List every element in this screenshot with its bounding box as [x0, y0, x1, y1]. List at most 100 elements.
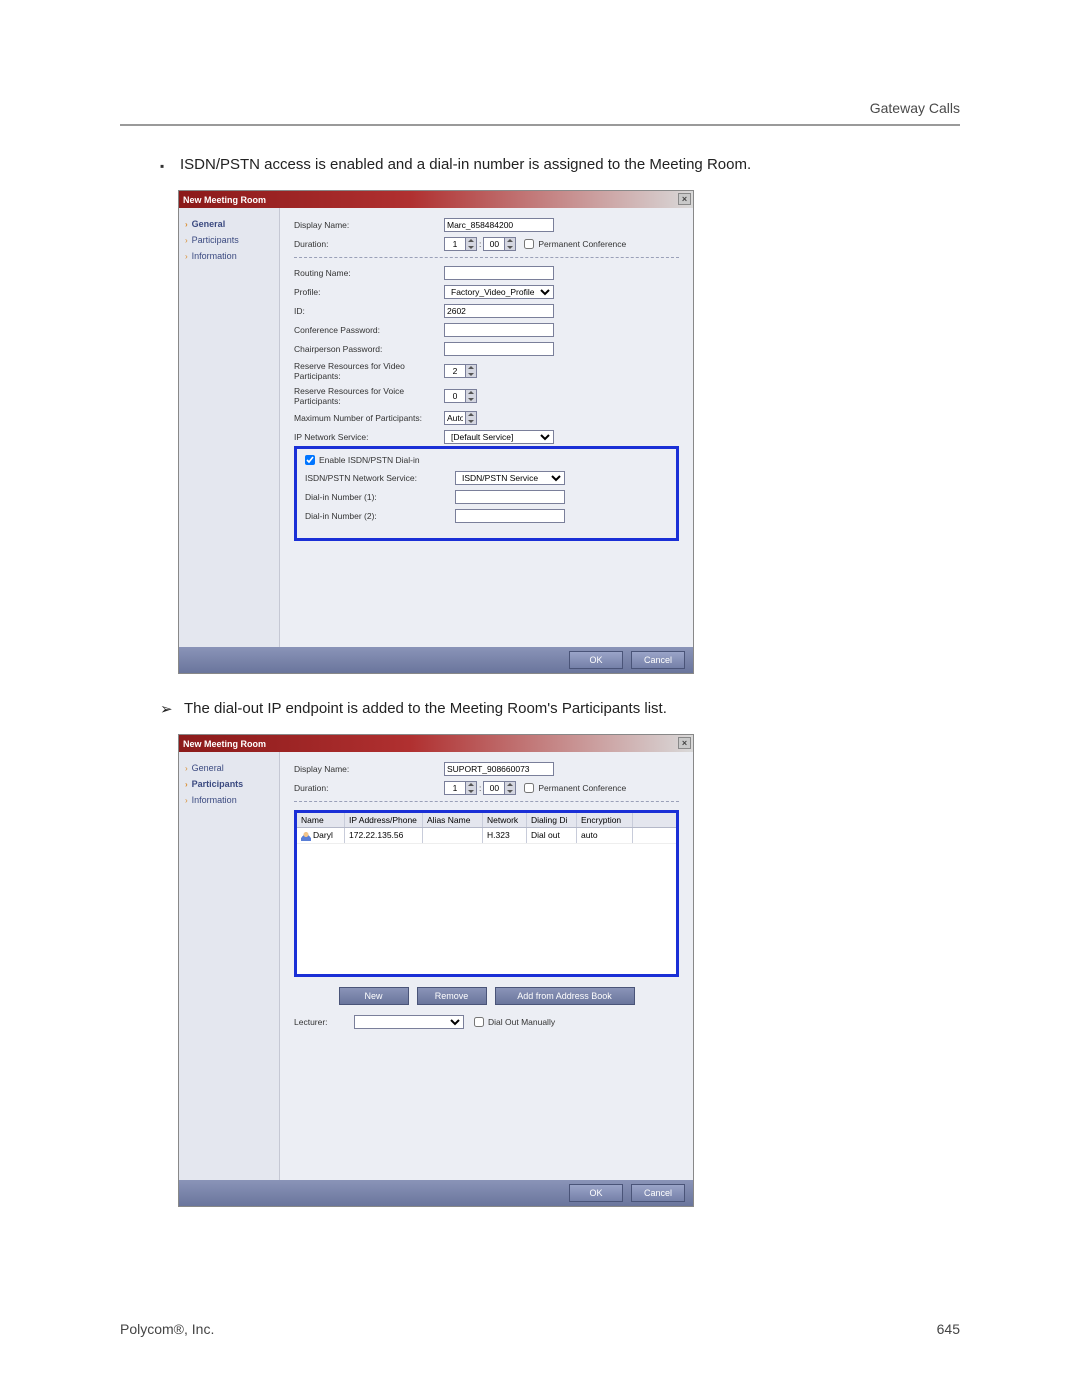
isdn-highlight: Enable ISDN/PSTN Dial-in ISDN/PSTN Netwo…: [294, 446, 679, 541]
window-title: New Meeting Room: [183, 195, 266, 205]
col-dial: Dialing Di: [527, 813, 577, 827]
lbl-id: ID:: [294, 306, 444, 316]
spinner-icon[interactable]: [466, 781, 477, 795]
user-icon: [301, 831, 311, 841]
button-bar: OK Cancel: [179, 1180, 693, 1206]
close-icon[interactable]: ×: [678, 193, 691, 205]
spinner-icon[interactable]: [466, 364, 477, 378]
spinner-icon[interactable]: [505, 781, 516, 795]
duration-m-input[interactable]: [483, 781, 505, 795]
col-net: Network: [483, 813, 527, 827]
chevron-icon: ›: [185, 252, 188, 261]
lbl-ip-svc: IP Network Service:: [294, 432, 444, 442]
lbl-permanent: Permanent Conference: [538, 783, 626, 793]
table-header: Name IP Address/Phone Alias Name Network…: [297, 813, 676, 828]
chevron-icon: ›: [185, 780, 188, 789]
cancel-button[interactable]: Cancel: [631, 651, 685, 669]
participants-table: Name IP Address/Phone Alias Name Network…: [297, 813, 676, 974]
lbl-display-name: Display Name:: [294, 764, 444, 774]
lbl-profile: Profile:: [294, 287, 444, 297]
duration-h-input[interactable]: [444, 781, 466, 795]
new-button[interactable]: New: [339, 987, 409, 1005]
chevron-icon: ›: [185, 764, 188, 773]
lecturer-select[interactable]: [354, 1015, 464, 1029]
form-area: Display Name: Duration: : Permanent Conf…: [279, 752, 693, 1180]
chair-pw-input[interactable]: [444, 342, 554, 356]
duration-m-input[interactable]: [483, 237, 505, 251]
routing-input[interactable]: [444, 266, 554, 280]
sidebar-item-information[interactable]: ›Information: [183, 248, 275, 264]
ok-button[interactable]: OK: [569, 1184, 623, 1202]
spinner-icon[interactable]: [466, 389, 477, 403]
lbl-res-voice: Reserve Resources for Voice Participants…: [294, 386, 444, 406]
screenshot-general: New Meeting Room × ›General ›Participant…: [178, 190, 694, 674]
res-video-input[interactable]: [444, 364, 466, 378]
lbl-lecturer: Lecturer:: [294, 1017, 354, 1027]
window-titlebar: New Meeting Room ×: [179, 735, 693, 752]
page-footer: Polycom®, Inc. 645: [120, 1321, 960, 1337]
table-row[interactable]: Daryl 172.22.135.56 H.323 Dial out auto: [297, 828, 676, 844]
duration-h-input[interactable]: [444, 237, 466, 251]
add-from-address-book-button[interactable]: Add from Address Book: [495, 987, 635, 1005]
lbl-chair-pw: Chairperson Password:: [294, 344, 444, 354]
ok-button[interactable]: OK: [569, 651, 623, 669]
sidebar-item-participants[interactable]: ›Participants: [183, 776, 275, 792]
sidebar: ›General ›Participants ›Information: [179, 208, 279, 647]
col-ip: IP Address/Phone: [345, 813, 423, 827]
bullet-2: ➢ The dial-out IP endpoint is added to t…: [160, 700, 960, 720]
bullet-1: ▪ ISDN/PSTN access is enabled and a dial…: [160, 156, 960, 176]
conf-pw-input[interactable]: [444, 323, 554, 337]
chevron-icon: ›: [185, 796, 188, 805]
enable-isdn-checkbox[interactable]: [305, 455, 315, 465]
col-enc: Encryption: [577, 813, 633, 827]
lbl-duration: Duration:: [294, 783, 444, 793]
lbl-display-name: Display Name:: [294, 220, 444, 230]
spinner-icon[interactable]: [466, 411, 477, 425]
lbl-conf-pw: Conference Password:: [294, 325, 444, 335]
lbl-dialin2: Dial-in Number (2):: [305, 511, 455, 521]
window-titlebar: New Meeting Room ×: [179, 191, 693, 208]
spinner-icon[interactable]: [505, 237, 516, 251]
sidebar-item-general[interactable]: ›General: [183, 216, 275, 232]
id-input[interactable]: [444, 304, 554, 318]
sidebar-item-information[interactable]: ›Information: [183, 792, 275, 808]
permanent-checkbox[interactable]: [524, 239, 534, 249]
footer-left: Polycom®, Inc.: [120, 1321, 214, 1337]
lbl-max-part: Maximum Number of Participants:: [294, 413, 444, 423]
lbl-isdn-svc: ISDN/PSTN Network Service:: [305, 473, 455, 483]
max-part-input[interactable]: [444, 411, 466, 425]
isdn-svc-select[interactable]: ISDN/PSTN Service: [455, 471, 565, 485]
page-header: Gateway Calls: [120, 100, 960, 116]
col-name: Name: [297, 813, 345, 827]
dialin1-input[interactable]: [455, 490, 565, 504]
permanent-checkbox[interactable]: [524, 783, 534, 793]
dialin2-input[interactable]: [455, 509, 565, 523]
display-name-input[interactable]: [444, 218, 554, 232]
window-title: New Meeting Room: [183, 739, 266, 749]
sidebar-item-general[interactable]: ›General: [183, 760, 275, 776]
dial-out-manually-checkbox[interactable]: [474, 1017, 484, 1027]
form-area: Display Name: Duration: : Permanent Conf…: [279, 208, 693, 647]
close-icon[interactable]: ×: [678, 737, 691, 749]
separator: [294, 257, 679, 258]
table-blank: [297, 844, 676, 974]
display-name-input[interactable]: [444, 762, 554, 776]
chevron-icon: ›: [185, 236, 188, 245]
sidebar: ›General ›Participants ›Information: [179, 752, 279, 1180]
sidebar-item-participants[interactable]: ›Participants: [183, 232, 275, 248]
cancel-button[interactable]: Cancel: [631, 1184, 685, 1202]
lbl-duration: Duration:: [294, 239, 444, 249]
screenshot-participants: New Meeting Room × ›General ›Participant…: [178, 734, 694, 1207]
bullet-1-text: ISDN/PSTN access is enabled and a dial-i…: [180, 156, 751, 176]
lbl-routing: Routing Name:: [294, 268, 444, 278]
button-bar: OK Cancel: [179, 647, 693, 673]
res-voice-input[interactable]: [444, 389, 466, 403]
divider: [120, 124, 960, 126]
ip-svc-select[interactable]: [Default Service]: [444, 430, 554, 444]
footer-right: 645: [937, 1321, 960, 1337]
spinner-icon[interactable]: [466, 237, 477, 251]
chevron-icon: ›: [185, 220, 188, 229]
action-buttons: New Remove Add from Address Book: [294, 987, 679, 1005]
remove-button[interactable]: Remove: [417, 987, 487, 1005]
profile-select[interactable]: Factory_Video_Profile: [444, 285, 554, 299]
